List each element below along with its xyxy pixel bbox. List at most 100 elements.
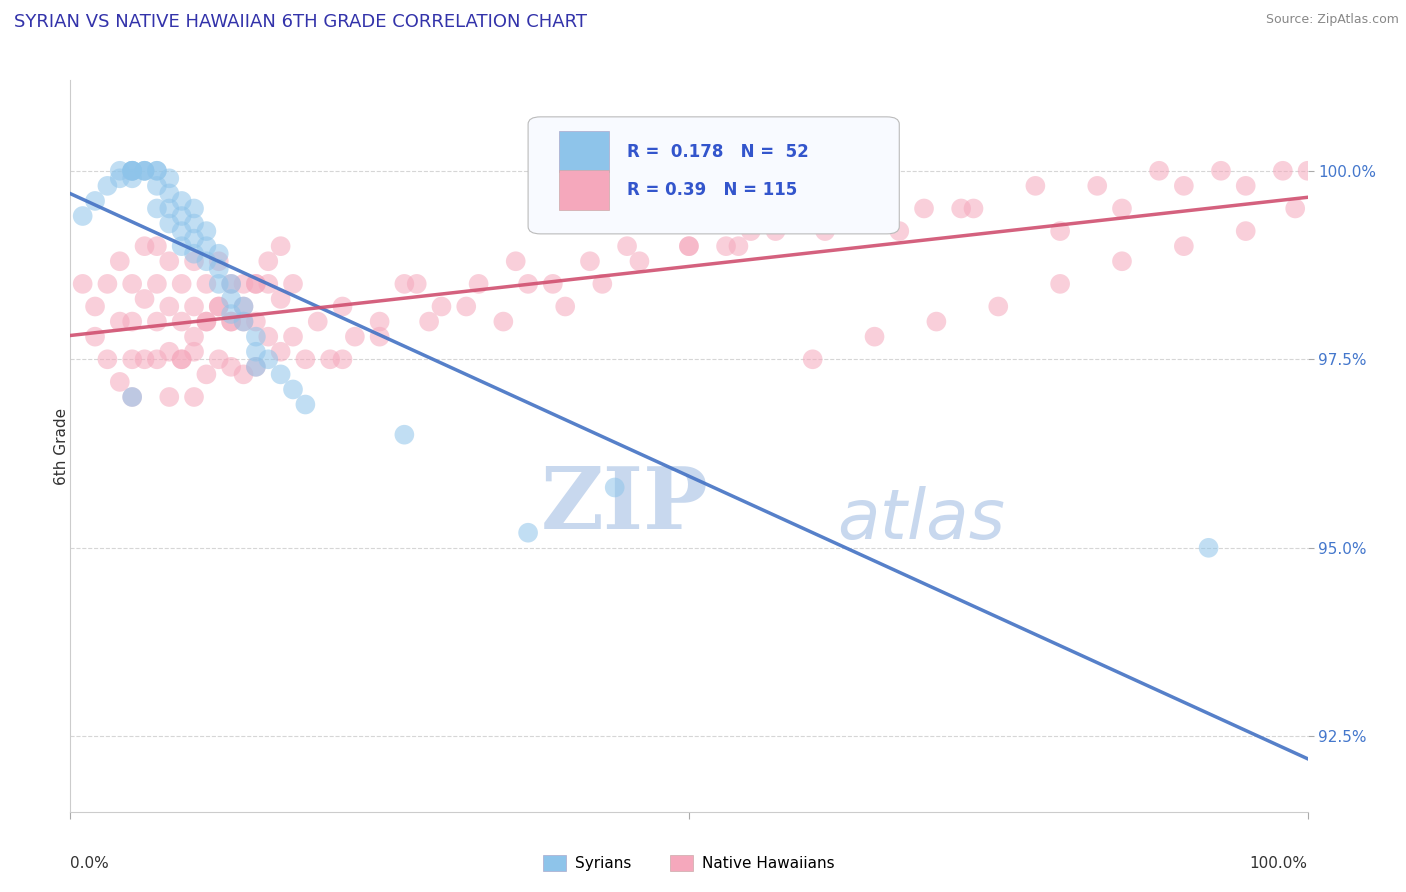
Point xyxy=(368,315,391,329)
Point xyxy=(245,359,267,374)
Point xyxy=(195,368,218,382)
Point xyxy=(219,307,242,321)
Point xyxy=(146,202,169,216)
Point xyxy=(456,300,478,314)
Point xyxy=(1173,239,1195,253)
Text: 100.0%: 100.0% xyxy=(1250,855,1308,871)
Point xyxy=(257,352,280,367)
Point xyxy=(1209,163,1232,178)
Point xyxy=(219,292,242,306)
Point xyxy=(170,352,193,367)
Point xyxy=(332,300,354,314)
Point xyxy=(84,300,107,314)
Point xyxy=(146,239,169,253)
Text: R = 0.39   N = 115: R = 0.39 N = 115 xyxy=(627,181,797,199)
Point xyxy=(863,329,886,343)
Point xyxy=(195,239,218,253)
Point xyxy=(170,224,193,238)
Point xyxy=(72,209,94,223)
Point xyxy=(554,300,576,314)
Point xyxy=(208,246,231,260)
Point xyxy=(1085,178,1108,193)
Point xyxy=(591,277,613,291)
Point xyxy=(170,209,193,223)
Point xyxy=(195,315,218,329)
Point xyxy=(121,163,143,178)
Text: SYRIAN VS NATIVE HAWAIIAN 6TH GRADE CORRELATION CHART: SYRIAN VS NATIVE HAWAIIAN 6TH GRADE CORR… xyxy=(14,13,588,31)
Point xyxy=(170,194,193,208)
Point xyxy=(183,217,205,231)
Point xyxy=(183,300,205,314)
Point xyxy=(1234,224,1257,238)
Point xyxy=(219,277,242,291)
Point xyxy=(232,300,254,314)
Point xyxy=(1024,178,1046,193)
Point xyxy=(394,277,416,291)
Point xyxy=(281,277,304,291)
Point xyxy=(183,254,205,268)
Point xyxy=(1049,224,1071,238)
Point xyxy=(121,390,143,404)
FancyBboxPatch shape xyxy=(529,117,900,234)
Point xyxy=(714,239,737,253)
Point xyxy=(270,239,292,253)
Point xyxy=(319,352,342,367)
Point xyxy=(84,329,107,343)
Point xyxy=(157,202,180,216)
Point xyxy=(801,202,824,216)
Point xyxy=(245,277,267,291)
Point xyxy=(257,277,280,291)
Point xyxy=(208,277,231,291)
Point xyxy=(603,480,626,494)
Point xyxy=(72,277,94,291)
Point xyxy=(108,254,131,268)
Point xyxy=(157,217,180,231)
Point xyxy=(108,375,131,389)
Point xyxy=(121,171,143,186)
Point xyxy=(394,427,416,442)
Point xyxy=(232,315,254,329)
Point xyxy=(195,254,218,268)
Point xyxy=(492,315,515,329)
Point xyxy=(1147,163,1170,178)
Point xyxy=(517,277,540,291)
FancyBboxPatch shape xyxy=(560,131,609,171)
Point xyxy=(170,277,193,291)
Point xyxy=(541,277,564,291)
Point xyxy=(146,163,169,178)
Point xyxy=(1111,254,1133,268)
Point xyxy=(157,186,180,201)
Point xyxy=(157,300,180,314)
Point xyxy=(1234,178,1257,193)
Text: R =  0.178   N =  52: R = 0.178 N = 52 xyxy=(627,143,808,161)
Point xyxy=(121,163,143,178)
Point xyxy=(121,315,143,329)
Point xyxy=(343,329,366,343)
Point xyxy=(232,277,254,291)
Point xyxy=(889,224,911,238)
Point xyxy=(814,224,837,238)
Legend: Syrians, Native Hawaiians: Syrians, Native Hawaiians xyxy=(537,849,841,877)
Point xyxy=(1271,163,1294,178)
Point xyxy=(281,383,304,397)
Point xyxy=(183,202,205,216)
Point xyxy=(1173,178,1195,193)
Point xyxy=(245,344,267,359)
Point xyxy=(579,254,602,268)
Point xyxy=(170,315,193,329)
Point xyxy=(195,224,218,238)
Point xyxy=(96,352,118,367)
Point xyxy=(84,194,107,208)
Point xyxy=(183,329,205,343)
Point xyxy=(219,315,242,329)
Point xyxy=(183,390,205,404)
Point xyxy=(157,254,180,268)
Point xyxy=(134,163,156,178)
Point xyxy=(157,344,180,359)
Point xyxy=(146,277,169,291)
Point xyxy=(134,292,156,306)
Point xyxy=(987,300,1010,314)
Point xyxy=(219,315,242,329)
Point xyxy=(146,315,169,329)
Point xyxy=(245,277,267,291)
